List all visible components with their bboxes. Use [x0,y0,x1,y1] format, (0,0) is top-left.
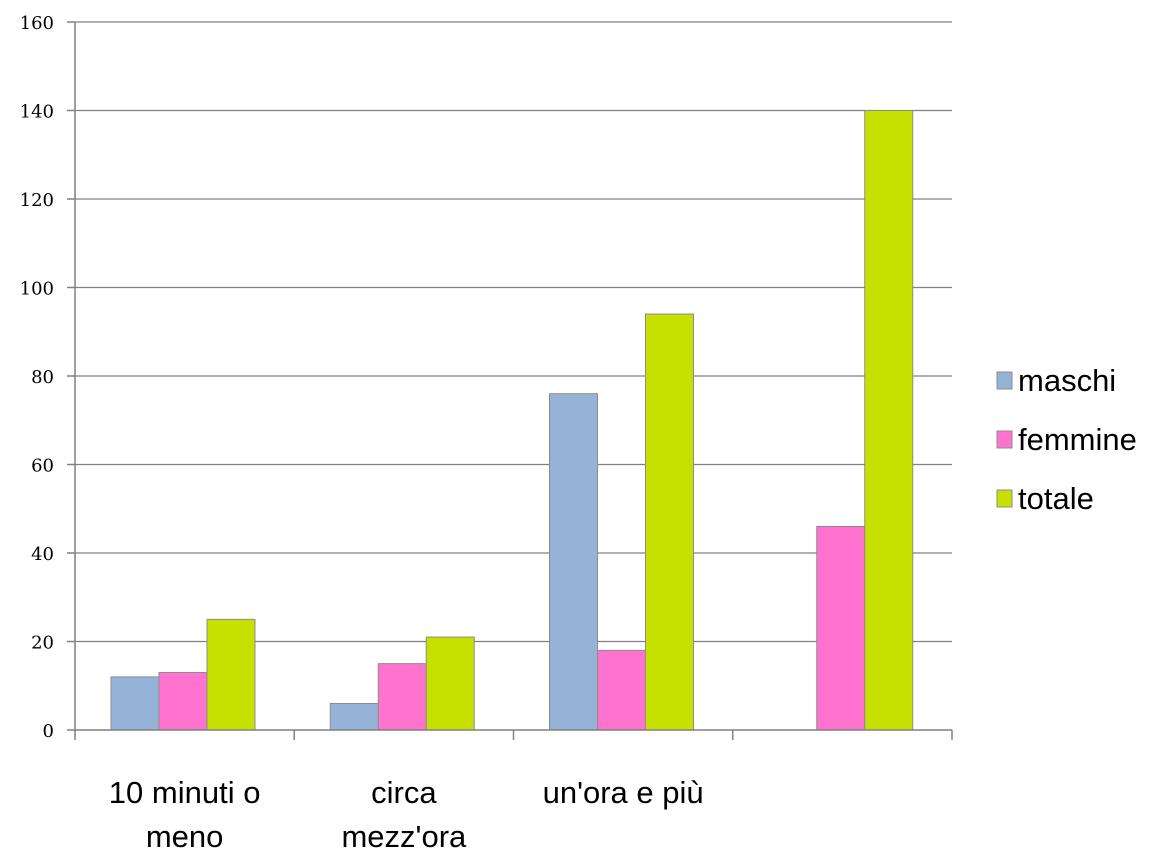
legend-label-femmine: femmine [1018,422,1137,457]
x-category-label: circa [371,775,437,810]
legend-swatch-maschi [996,371,1013,390]
legend-label-maschi: maschi [1018,363,1116,398]
legend: maschi femmine totale [996,363,1137,516]
y-tick-label: 80 [31,367,54,388]
y-tick-label: 160 [20,13,54,34]
legend-label-totale: totale [1018,481,1094,516]
bar-maschi [549,393,598,731]
gridlines [75,21,952,643]
x-category-label: un'ora e più [543,775,704,810]
bar-femmine [597,649,646,731]
bar-maschi [329,702,379,731]
bar-femmine [158,671,208,731]
y-tick-label: 20 [31,633,54,654]
y-tick-label: 60 [31,456,54,477]
category-labels: 10 minuti o meno circa mezz'ora un'ora e più [109,775,704,854]
bar-totale [206,618,256,731]
y-tick-label: 140 [20,102,54,123]
legend-swatch-femmine [996,430,1013,449]
bar-maschi [110,676,160,731]
y-tick-label: 100 [20,279,54,300]
x-category-label: 10 minuti o [109,775,261,810]
legend-swatch-totale [996,489,1013,508]
bars [110,110,914,731]
x-category-label: meno [146,819,224,854]
bar-femmine [377,663,427,731]
bar-femmine [816,525,866,731]
axes [67,21,953,740]
y-tick-label: 40 [31,544,54,565]
bar-totale [425,636,475,731]
y-tick-label: 0 [43,721,54,742]
bar-totale [645,313,694,731]
y-tick-label: 120 [20,190,54,211]
bar-totale [864,110,914,731]
y-tick-labels: 0 20 40 60 80 100 120 140 160 [20,13,54,742]
x-category-label: mezz'ora [341,819,467,854]
